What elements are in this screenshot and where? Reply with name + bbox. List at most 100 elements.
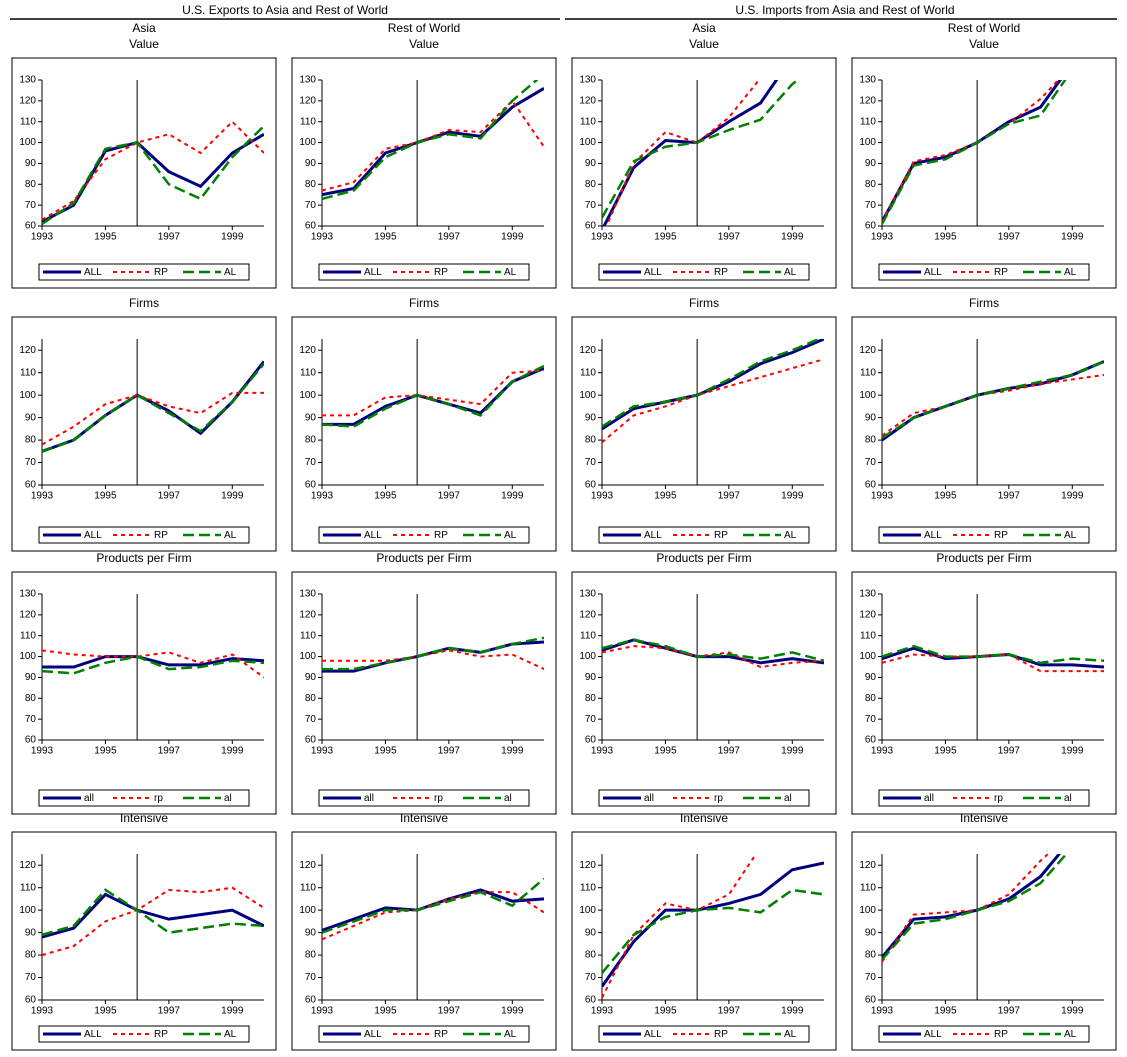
- y-tick-label: 110: [580, 116, 596, 127]
- panel-frame: [291, 571, 557, 815]
- panel-frame: [851, 57, 1117, 289]
- legend: [318, 263, 530, 281]
- chart-title: Products per Firm: [376, 551, 471, 565]
- panel-frame: [571, 831, 837, 1051]
- series-line: [322, 640, 544, 673]
- x-tick-label: 1995: [374, 491, 397, 502]
- legend: [878, 263, 1090, 281]
- y-tick-label: 130: [859, 75, 876, 86]
- y-tick-label: 110: [20, 116, 36, 127]
- x-tick-label: 1997: [718, 746, 741, 757]
- panel-frame: [11, 831, 277, 1051]
- legend-label: ALL: [364, 267, 382, 278]
- legend: [318, 526, 530, 544]
- x-tick-label: 1995: [654, 746, 677, 757]
- y-tick-label: 110: [20, 367, 36, 378]
- plot-area: [882, 360, 1104, 442]
- y-tick-label: 130: [19, 75, 36, 86]
- chart-title: Value: [129, 37, 159, 51]
- y-tick-label: 100: [19, 905, 36, 916]
- series-line: [602, 339, 822, 428]
- y-tick-label: 60: [865, 735, 877, 746]
- legend-label: al: [504, 793, 512, 804]
- y-tick-label: 90: [25, 412, 37, 423]
- y-tick-label: 80: [585, 950, 597, 961]
- y-tick-label: 80: [865, 693, 877, 704]
- legend-label: ALL: [84, 530, 102, 541]
- y-tick-label: 100: [299, 651, 316, 662]
- series-line: [602, 888, 824, 974]
- y-tick-label: 70: [585, 200, 597, 211]
- y-tick-label: 120: [299, 345, 316, 356]
- x-tick-label: 1995: [94, 232, 117, 243]
- panel-frame: [851, 316, 1117, 552]
- y-tick-label: 70: [865, 200, 877, 211]
- legend: [598, 263, 810, 281]
- y-tick-label: 70: [305, 200, 317, 211]
- plot-area: [882, 80, 1067, 225]
- x-tick-label: 1995: [374, 1006, 397, 1017]
- x-tick-label: 1995: [374, 232, 397, 243]
- panel-frame: [851, 571, 1117, 815]
- legend: [38, 789, 250, 807]
- legend-label: ALL: [644, 530, 662, 541]
- y-tick-label: 100: [19, 137, 36, 148]
- series-line: [602, 638, 824, 665]
- y-tick-label: 110: [860, 630, 876, 641]
- chart-title: Value: [969, 37, 999, 51]
- legend-label: AL: [784, 530, 797, 541]
- y-tick-label: 90: [25, 672, 37, 683]
- x-tick-label: 1999: [1061, 1006, 1084, 1017]
- legend-label: AL: [224, 1029, 237, 1040]
- y-tick-label: 110: [860, 116, 876, 127]
- y-tick-label: 70: [865, 714, 877, 725]
- chart-title: Value: [409, 37, 439, 51]
- chart-title: Firms: [969, 296, 999, 310]
- plot-area: [602, 80, 800, 226]
- x-tick-label: 1997: [718, 491, 741, 502]
- legend-label: rp: [714, 793, 723, 804]
- x-tick-label: 1999: [501, 491, 524, 502]
- series-line: [322, 877, 544, 934]
- chart-title: Products per Firm: [656, 551, 751, 565]
- y-tick-label: 80: [585, 179, 597, 190]
- y-tick-label: 60: [585, 995, 597, 1006]
- x-tick-label: 1993: [591, 746, 614, 757]
- y-tick-label: 60: [25, 995, 37, 1006]
- y-tick-label: 80: [865, 950, 877, 961]
- x-tick-label: 1999: [501, 746, 524, 757]
- y-tick-label: 60: [865, 480, 877, 491]
- y-tick-label: 120: [859, 95, 876, 106]
- y-tick-label: 60: [25, 735, 37, 746]
- y-tick-label: 130: [579, 589, 596, 600]
- plot-area: [602, 339, 824, 444]
- x-tick-label: 1997: [718, 232, 741, 243]
- legend-label: ALL: [644, 1029, 662, 1040]
- y-tick-label: 120: [299, 860, 316, 871]
- x-tick-label: 1993: [311, 232, 334, 243]
- chart-title: Firms: [129, 296, 159, 310]
- y-tick-label: 80: [305, 693, 317, 704]
- y-tick-label: 70: [25, 457, 37, 468]
- y-tick-label: 90: [585, 672, 597, 683]
- x-tick-label: 1997: [158, 232, 181, 243]
- x-tick-label: 1999: [1061, 746, 1084, 757]
- y-tick-label: 90: [585, 412, 597, 423]
- x-tick-label: 1993: [311, 1006, 334, 1017]
- y-tick-label: 70: [305, 457, 317, 468]
- y-tick-label: 110: [580, 367, 596, 378]
- x-tick-label: 1997: [438, 746, 461, 757]
- plot-area: [322, 80, 544, 201]
- legend-label: RP: [434, 530, 448, 541]
- series-line: [882, 80, 1063, 223]
- x-tick-label: 1999: [501, 1006, 524, 1017]
- y-tick-label: 80: [585, 435, 597, 446]
- y-tick-label: 130: [299, 589, 316, 600]
- y-tick-label: 100: [19, 390, 36, 401]
- y-tick-label: 120: [19, 860, 36, 871]
- legend-label: RP: [994, 267, 1008, 278]
- y-tick-label: 90: [865, 927, 877, 938]
- column-header: Rest of World: [948, 21, 1020, 35]
- chart-title: Intensive: [120, 811, 168, 825]
- legend-label: AL: [1064, 530, 1077, 541]
